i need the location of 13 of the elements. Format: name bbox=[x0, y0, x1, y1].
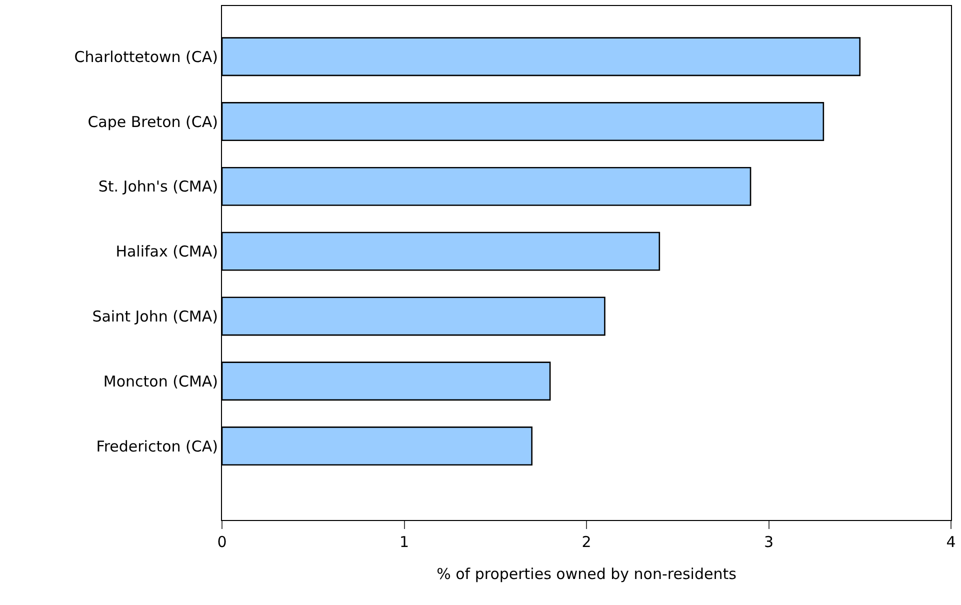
y-tick-label: Halifax (CMA) bbox=[116, 242, 218, 261]
x-tick-label: 0 bbox=[217, 533, 227, 551]
x-tick-label: 2 bbox=[582, 533, 592, 551]
x-axis-title: % of properties owned by non-residents bbox=[436, 565, 737, 583]
y-tick-label: Saint John (CMA) bbox=[92, 307, 218, 326]
y-tick-label: Moncton (CMA) bbox=[103, 372, 218, 390]
y-tick-label: Charlottetown (CA) bbox=[74, 48, 218, 66]
x-tick-label: 4 bbox=[946, 533, 956, 551]
y-tick-label: Fredericton (CA) bbox=[96, 437, 218, 456]
y-tick-label: St. John's (CMA) bbox=[98, 178, 218, 196]
x-tick-label: 1 bbox=[399, 533, 410, 551]
y-tick-label: Cape Breton (CA) bbox=[88, 112, 218, 131]
x-tick-label: 3 bbox=[764, 533, 774, 551]
